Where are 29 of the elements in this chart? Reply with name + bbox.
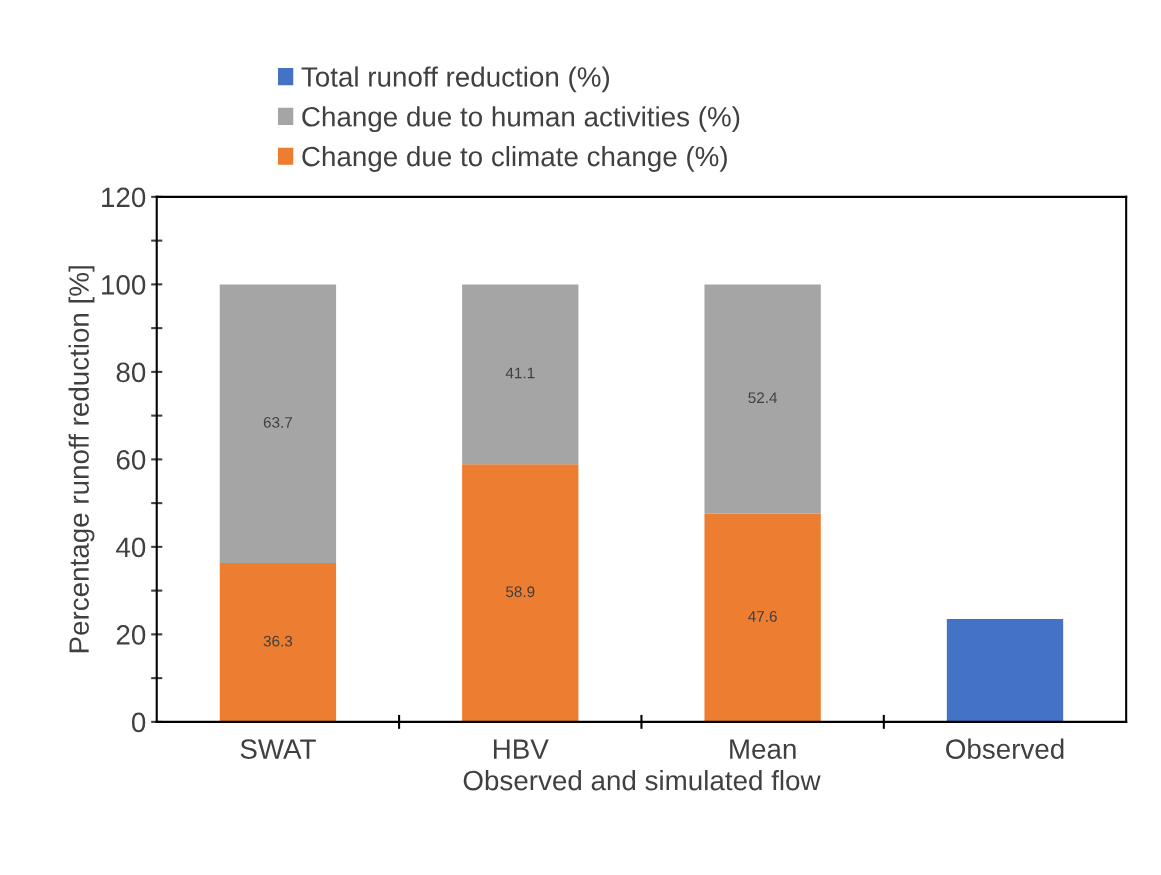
bar [946,619,1064,722]
data-label: 41.1 [505,367,535,379]
legend-label: Change due to human activities (%) [302,106,740,133]
y-tick-label: 60 [116,450,146,470]
bar [462,284,579,465]
data-label: 47.6 [748,611,777,622]
y-tick-label: 40 [116,537,146,558]
bar [219,563,337,722]
y-axis-title: Percentage runoff reduction [%] [68,266,95,653]
x-axis-title: Observed and simulated flow [463,769,821,791]
legend-label: Change due to climate change (%) [302,145,727,172]
bar [462,464,579,722]
x-tick-label: Observed [946,738,1064,759]
bar [704,284,821,514]
data-label: 63.7 [263,417,293,428]
bar [704,513,821,722]
x-tick-label: HBV [493,739,549,759]
y-tick-label: 80 [116,362,146,383]
y-tick-label: 120 [102,187,146,208]
x-tick-label: SWAT [240,739,316,759]
data-label: 52.4 [748,392,778,404]
y-tick-label: 100 [102,275,146,295]
y-tick-label: 0 [131,712,146,733]
y-tick-label: 20 [116,625,146,645]
data-label: 58.9 [506,586,535,598]
data-label: 36.3 [263,635,293,647]
bar [219,284,337,564]
legend-label: Total runoff reduction (%) [301,66,610,93]
x-tick-label: Mean [730,739,796,759]
